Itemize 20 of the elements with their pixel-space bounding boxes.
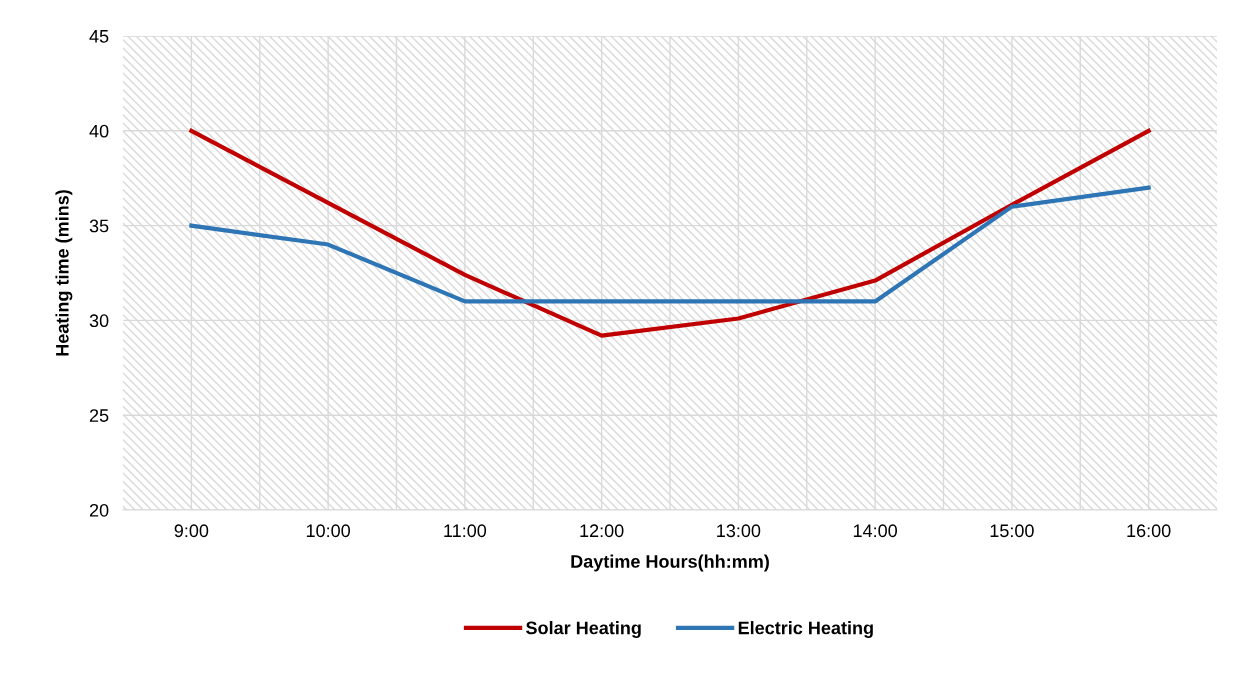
legend-label: Solar Heating: [526, 621, 641, 638]
y-tick-label: 25: [89, 409, 109, 422]
y-tick-label: 20: [89, 503, 109, 517]
y-tick-label: 30: [89, 314, 109, 328]
x-axis-title: Daytime Hours(hh:mm): [571, 554, 769, 572]
x-tick-label: 9:00: [174, 524, 209, 538]
x-tick-label: 10:00: [306, 524, 351, 538]
line-series: [189, 128, 1151, 338]
y-tick-label: 35: [89, 219, 109, 233]
y-tick-label: 45: [89, 30, 109, 43]
line-series: [189, 185, 1151, 304]
x-tick-label: 14:00: [853, 524, 898, 538]
y-axis-title: Heating time (mins): [55, 190, 73, 356]
y-tick-label: 40: [89, 124, 109, 138]
x-tick-label: 15:00: [990, 524, 1034, 538]
legend-label: Electric Heating: [738, 621, 873, 638]
x-tick-label: 13:00: [717, 524, 761, 538]
x-tick-label: 11:00: [444, 524, 487, 538]
x-tick-label: 16:00: [1127, 524, 1171, 538]
x-tick-label: 12:00: [580, 524, 624, 538]
